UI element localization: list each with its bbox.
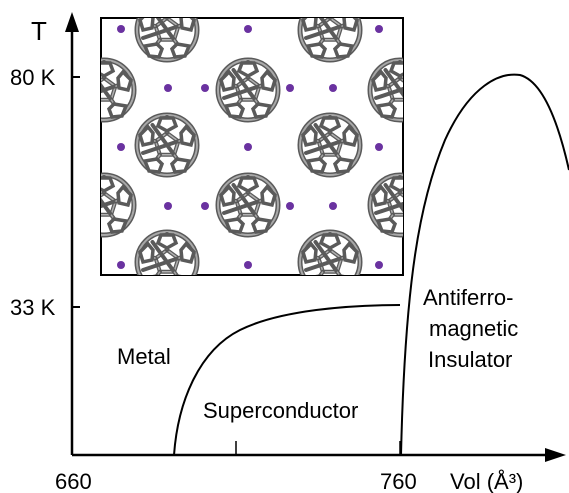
fullerene-molecule xyxy=(137,115,197,175)
axes xyxy=(65,12,566,462)
y-axis-label: T xyxy=(31,16,47,46)
alkali-atom xyxy=(329,84,337,92)
fullerene-molecule xyxy=(137,0,197,60)
fullerene-molecule xyxy=(137,232,197,292)
region-afm-label-line2: magnetic xyxy=(429,316,518,341)
region-afm-label-line3: Insulator xyxy=(428,347,512,372)
afm-boundary xyxy=(400,73,569,456)
alkali-atom xyxy=(329,202,337,210)
x-tick-label-760: 760 xyxy=(380,469,417,493)
phase-boundaries xyxy=(173,73,569,456)
fullerene-molecule xyxy=(74,175,134,235)
alkali-atom xyxy=(164,84,172,92)
alkali-atom xyxy=(375,261,383,269)
alkali-atom xyxy=(375,143,383,151)
fullerene-molecule xyxy=(74,60,134,120)
alkali-atom xyxy=(117,143,125,151)
alkali-atom xyxy=(201,202,209,210)
x-axis-label: Vol (Å³) xyxy=(450,469,523,493)
region-superconductor-label: Superconductor xyxy=(203,398,358,423)
fullerene-molecule xyxy=(218,60,278,120)
alkali-atom xyxy=(244,25,252,33)
x-tick-label-660: 660 xyxy=(55,469,92,493)
alkali-atom xyxy=(375,25,383,33)
x-axis-arrowhead xyxy=(545,448,566,462)
crystal-structure-inset xyxy=(74,0,430,292)
alkali-atom xyxy=(164,202,172,210)
alkali-atom xyxy=(244,261,252,269)
fullerene-molecule xyxy=(218,175,278,235)
alkali-atom xyxy=(286,84,294,92)
alkali-atom xyxy=(117,25,125,33)
y-tick-label-33: 33 K xyxy=(10,295,56,320)
fullerene-molecule xyxy=(300,232,360,292)
alkali-atom xyxy=(244,143,252,151)
superconductor-boundary xyxy=(173,304,401,456)
region-afm-label-line1: Antiferro- xyxy=(423,285,513,310)
alkali-atom xyxy=(117,261,125,269)
y-axis-arrowhead xyxy=(65,12,79,32)
y-tick-label-80: 80 K xyxy=(10,65,56,90)
fullerene-molecule xyxy=(370,60,430,120)
fullerene-molecule xyxy=(300,0,360,60)
alkali-atom xyxy=(286,202,294,210)
alkali-atom xyxy=(201,84,209,92)
fullerene-molecule xyxy=(300,115,360,175)
region-metal-label: Metal xyxy=(117,344,171,369)
